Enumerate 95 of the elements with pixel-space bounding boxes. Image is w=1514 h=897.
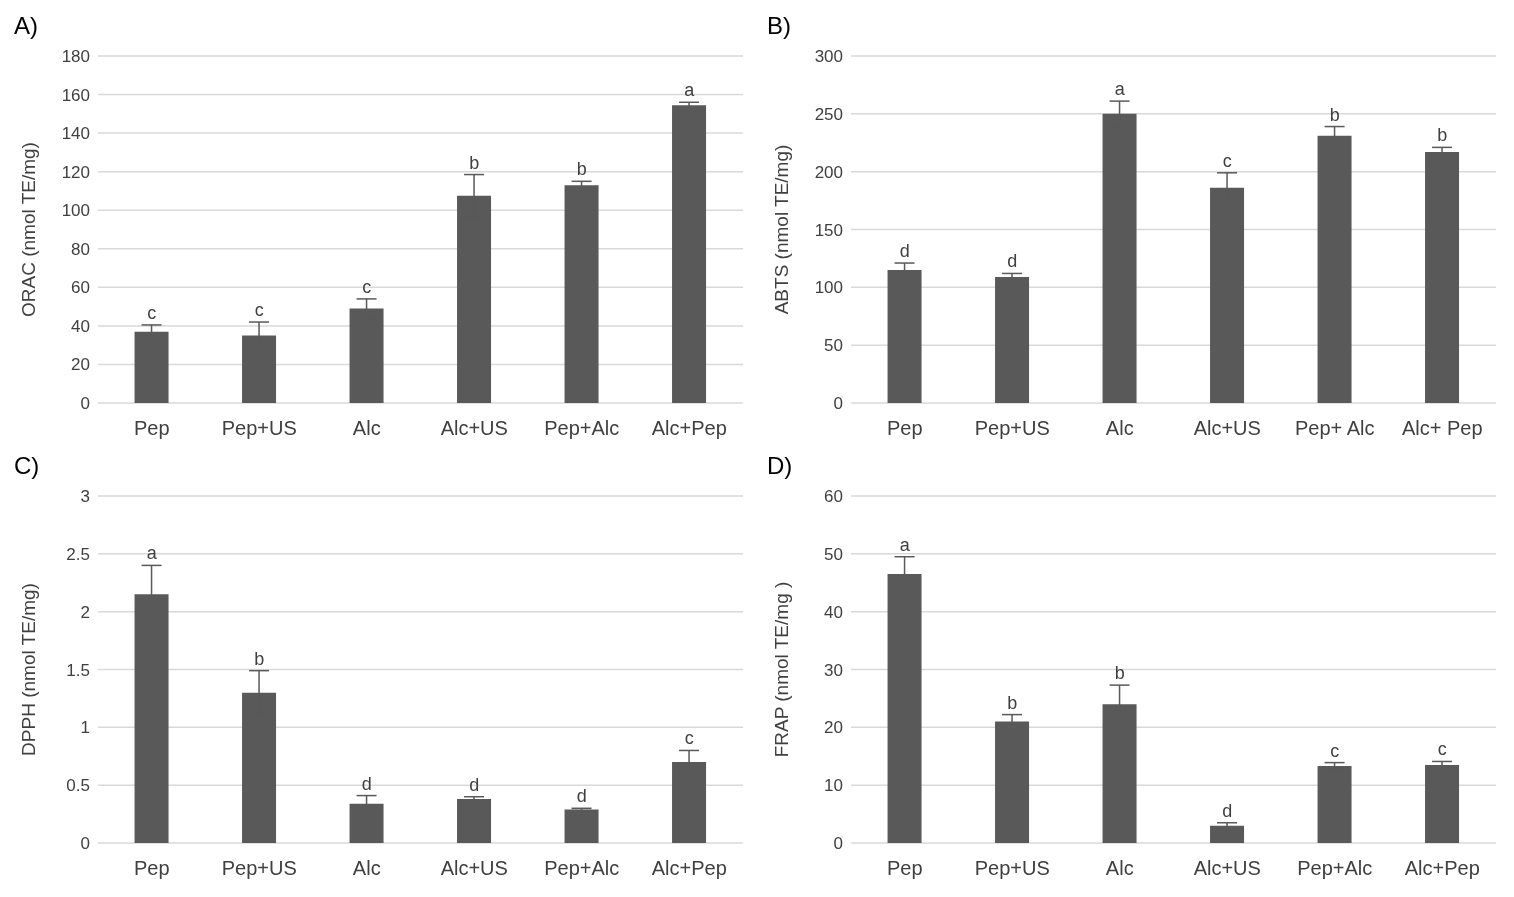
bar <box>1425 764 1460 843</box>
annotation: d <box>1007 251 1018 272</box>
bar <box>1210 825 1245 843</box>
annotation: b <box>469 152 480 173</box>
y-axis-title: ABTS (nmol TE/mg) <box>770 144 792 315</box>
y-tick-label: 2.5 <box>66 544 90 564</box>
y-tick-label: 60 <box>71 278 90 298</box>
x-tick-label: Alc+US <box>1193 417 1261 440</box>
x-tick-label: Pep+Alc <box>544 417 620 440</box>
y-axis-title: ORAC (nmol TE/mg) <box>17 142 39 317</box>
x-tick-label: Alc <box>1105 857 1134 880</box>
bar <box>564 809 599 843</box>
y-tick-label: 0.5 <box>66 776 90 796</box>
annotation: d <box>469 774 480 795</box>
y-tick-label: 3 <box>80 487 90 507</box>
y-tick-label: 100 <box>814 278 843 298</box>
x-tick-label: Alc+US <box>1193 857 1261 880</box>
x-tick-label: Pep+US <box>221 857 297 880</box>
annotation: b <box>1329 104 1340 125</box>
y-tick-label: 50 <box>824 544 843 564</box>
y-tick-label: 300 <box>814 47 843 67</box>
y-tick-label: 20 <box>71 355 90 375</box>
annotation: c <box>147 302 157 323</box>
annotation: c <box>684 728 694 749</box>
annotation: b <box>1114 663 1125 684</box>
y-tick-label: 1 <box>80 718 90 738</box>
bar <box>995 276 1030 403</box>
y-axis-title: DPPH (nmol TE/mg) <box>17 583 39 756</box>
x-tick-label: Alc+Pep <box>651 857 727 880</box>
x-tick-label: Pep <box>133 857 170 880</box>
x-tick-label: Alc <box>1105 417 1134 440</box>
x-tick-label: Pep <box>133 417 170 440</box>
chart-title: B) <box>767 12 791 40</box>
y-tick-label: 10 <box>824 776 843 796</box>
bar <box>672 105 707 403</box>
y-tick-label: 0 <box>80 394 90 414</box>
annotation: c <box>1437 739 1447 760</box>
annotation: c <box>1222 150 1232 171</box>
x-tick-label: Pep <box>886 417 923 440</box>
x-tick-label: Alc <box>352 857 381 880</box>
y-tick-label: 150 <box>814 220 843 240</box>
y-tick-label: 250 <box>814 104 843 124</box>
y-tick-label: 0 <box>833 834 843 854</box>
annotation: c <box>1330 740 1340 761</box>
x-tick-label: Alc+ Pep <box>1401 417 1483 440</box>
x-tick-label: Alc+US <box>440 417 508 440</box>
annotation: b <box>576 159 587 180</box>
y-tick-label: 140 <box>61 124 90 144</box>
annotation: a <box>1114 79 1126 100</box>
annotation: b <box>254 648 265 669</box>
y-tick-label: 30 <box>824 660 843 680</box>
x-tick-label: Pep+US <box>974 417 1050 440</box>
y-tick-label: 1.5 <box>66 660 90 680</box>
y-tick-label: 2 <box>80 602 90 622</box>
y-tick-label: 160 <box>61 85 90 105</box>
annotation: b <box>1007 692 1018 713</box>
annotation: c <box>362 276 372 297</box>
annotation: d <box>1222 800 1233 821</box>
y-tick-label: 180 <box>61 47 90 67</box>
chart-title: A) <box>14 12 38 40</box>
y-tick-label: 50 <box>824 336 843 356</box>
y-tick-label: 40 <box>71 316 90 336</box>
annotation: a <box>899 534 911 555</box>
chart-title: D) <box>767 452 793 480</box>
bar <box>564 185 599 403</box>
x-tick-label: Pep+ Alc <box>1294 417 1375 440</box>
y-tick-label: 20 <box>824 718 843 738</box>
annotation: c <box>254 300 264 321</box>
x-tick-label: Pep+Alc <box>1297 857 1373 880</box>
x-tick-label: Alc <box>352 417 381 440</box>
x-tick-label: Pep+US <box>974 857 1050 880</box>
annotation: a <box>146 543 158 564</box>
y-tick-label: 0 <box>80 834 90 854</box>
annotation: b <box>1437 125 1448 146</box>
y-tick-label: 200 <box>814 162 843 182</box>
annotation: d <box>899 241 910 262</box>
chart-title: C) <box>14 452 40 480</box>
y-tick-label: 120 <box>61 162 90 182</box>
y-tick-label: 0 <box>833 394 843 414</box>
annotation: d <box>576 786 587 807</box>
x-tick-label: Alc+US <box>440 857 508 880</box>
x-tick-label: Pep+US <box>221 417 297 440</box>
y-tick-label: 80 <box>71 239 90 259</box>
x-tick-label: Alc+Pep <box>651 417 727 440</box>
y-axis-title: FRAP (nmol TE/mg ) <box>770 581 792 758</box>
x-tick-label: Alc+Pep <box>1404 857 1480 880</box>
y-tick-label: 60 <box>824 487 843 507</box>
y-tick-label: 100 <box>61 201 90 221</box>
annotation: d <box>361 773 372 794</box>
bar <box>1317 766 1352 843</box>
bar <box>457 799 492 843</box>
x-tick-label: Pep <box>886 857 923 880</box>
annotation: a <box>684 80 696 101</box>
x-tick-label: Pep+Alc <box>544 857 620 880</box>
y-tick-label: 40 <box>824 602 843 622</box>
